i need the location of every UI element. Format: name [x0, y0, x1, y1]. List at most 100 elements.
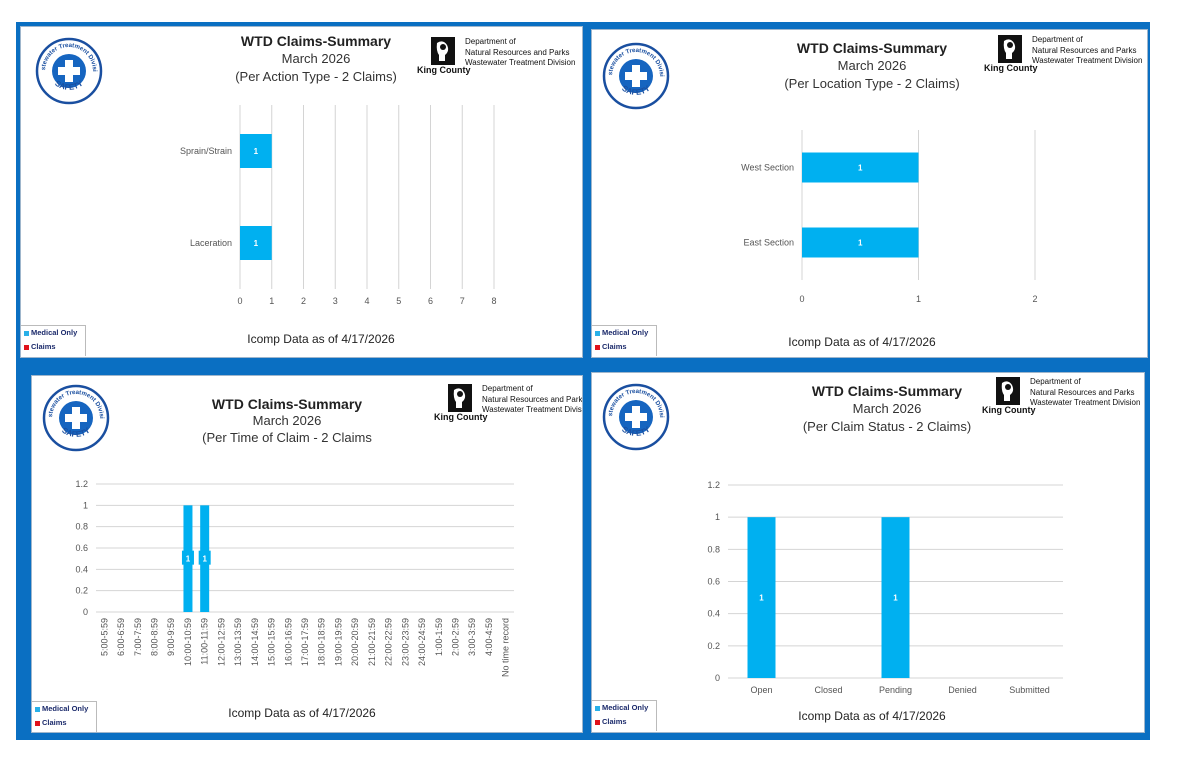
x-tick-label: 1 — [269, 296, 274, 306]
panel-breakdown: (Per Action Type - 2 Claims) — [235, 69, 397, 84]
y-tick-label: 0 — [715, 673, 720, 683]
data-as-of: Icomp Data as of 4/17/2026 — [788, 335, 936, 349]
category-label: 7:00-7:59 — [133, 618, 143, 656]
svg-text:SAFETY: SAFETY — [60, 425, 92, 439]
data-label: 1 — [858, 239, 863, 248]
king-county-logo-icon — [448, 384, 472, 412]
panel-title: WTD Claims-Summary — [240, 33, 392, 49]
legend-claims: Claims — [32, 716, 96, 730]
category-label: Open — [750, 685, 772, 695]
legend-claims: Claims — [21, 340, 85, 354]
category-label: 21:00-21:59 — [367, 618, 377, 666]
category-label: 8:00-8:59 — [150, 618, 160, 656]
safety-cross-icon: Wastewater Treatment DivisionSAFETY — [39, 379, 110, 452]
dept-line1: Department of — [482, 384, 533, 393]
panel-title: WTD Claims-Summary — [211, 396, 363, 412]
dept-line3: Wastewater Treatment Division — [482, 405, 583, 414]
safety-logo: Wastewater Treatment DivisionSAFETY — [32, 32, 103, 110]
safety-cross-icon: Wastewater Treatment DivisionSAFETY — [599, 378, 670, 451]
dept-line2: Natural Resources and Parks — [1032, 45, 1137, 55]
category-label: Denied — [948, 685, 977, 695]
legend-claims: Claims — [592, 340, 656, 354]
data-label: 1 — [202, 555, 207, 564]
dept-line3: Wastewater Treatment Division — [1030, 398, 1141, 407]
dept-line1: Department of — [465, 37, 516, 46]
bar — [802, 227, 919, 258]
x-tick-label: 6 — [428, 296, 433, 306]
category-label: Closed — [814, 685, 842, 695]
x-tick-label: 7 — [460, 296, 465, 306]
x-tick-label: 0 — [799, 294, 804, 304]
svg-text:SAFETY: SAFETY — [620, 83, 652, 97]
x-tick-label: 4 — [364, 296, 369, 306]
category-label: 23:00-23:59 — [400, 618, 410, 666]
bar — [881, 517, 910, 678]
x-tick-label: 3 — [333, 296, 338, 306]
x-tick-label: 8 — [491, 296, 496, 306]
legend-medical-only: Medical Only — [32, 702, 96, 716]
king-county-name: King County — [982, 405, 1036, 415]
category-label: 20:00-20:59 — [350, 618, 360, 666]
king-county-block: Department of Natural Resources and Parks… — [984, 35, 1147, 81]
category-label: 19:00-19:59 — [333, 618, 343, 666]
dept-line2: Natural Resources and Parks — [1030, 387, 1135, 397]
king-county-logo-icon — [998, 35, 1022, 63]
legend-medical-only: Medical Only — [592, 326, 656, 340]
category-label: 22:00-22:59 — [384, 618, 394, 666]
y-tick-label: 1 — [715, 512, 720, 522]
panel-location-type: Wastewater Treatment DivisionSAFETY WTD … — [591, 29, 1148, 358]
dept-line2: Natural Resources and Parks — [465, 47, 570, 57]
y-tick-label: 0.8 — [75, 522, 88, 532]
panel-action-type: Wastewater Treatment DivisionSAFETY WTD … — [20, 26, 583, 358]
category-label: 9:00-9:59 — [166, 618, 176, 656]
safety-cross-icon: Wastewater Treatment DivisionSAFETY — [599, 37, 670, 110]
y-tick-label: 0.6 — [75, 543, 88, 553]
category-label: 15:00-15:59 — [267, 618, 277, 666]
data-as-of: Icomp Data as of 4/17/2026 — [228, 706, 376, 720]
king-county-block: Department of Natural Resources and Parks… — [417, 37, 582, 83]
panel-month: March 2026 — [852, 401, 922, 416]
y-tick-label: 0.2 — [75, 586, 88, 596]
y-tick-label: 1.2 — [75, 479, 88, 489]
dept-line1: Department of — [1030, 377, 1081, 386]
svg-text:SAFETY: SAFETY — [53, 78, 85, 92]
category-label: 17:00-17:59 — [300, 618, 310, 666]
panel-month: March 2026 — [837, 58, 907, 73]
category-label: Submitted — [1009, 685, 1050, 695]
y-tick-label: 1 — [83, 500, 88, 510]
panel-month: March 2026 — [281, 51, 351, 66]
legend: Medical Only Claims — [592, 700, 657, 731]
legend-medical-only: Medical Only — [21, 326, 85, 340]
panel-title: WTD Claims-Summary — [796, 40, 948, 56]
panel-breakdown: (Per Time of Claim - 2 Claims — [202, 430, 372, 445]
category-label: West Section — [741, 163, 794, 173]
safety-logo: Wastewater Treatment DivisionSAFETY — [599, 37, 670, 115]
safety-logo: Wastewater Treatment DivisionSAFETY — [39, 379, 110, 457]
y-tick-label: 1.2 — [707, 480, 720, 490]
dept-line3: Wastewater Treatment Division — [1032, 56, 1143, 65]
legend: Medical Only Claims — [32, 701, 97, 732]
safety-logo: Wastewater Treatment DivisionSAFETY — [599, 378, 670, 456]
panel-breakdown: (Per Claim Status - 2 Claims) — [802, 419, 972, 434]
category-label: Laceration — [190, 238, 232, 248]
bar — [240, 226, 272, 260]
category-label: 13:00-13:59 — [233, 618, 243, 666]
legend-medical-only: Medical Only — [592, 701, 656, 715]
data-label-box — [198, 550, 211, 565]
safety-cross-icon: Wastewater Treatment DivisionSAFETY — [32, 32, 103, 105]
bar — [240, 134, 272, 168]
x-tick-label: 0 — [237, 296, 242, 306]
panel-time-of-claim: Wastewater Treatment DivisionSAFETY WTD … — [31, 375, 583, 733]
legend-claims: Claims — [592, 715, 656, 729]
svg-text:SAFETY: SAFETY — [620, 424, 652, 438]
dept-line1: Department of — [1032, 35, 1083, 44]
y-tick-label: 0.2 — [707, 641, 720, 651]
king-county-block: Department of Natural Resources and Parks… — [982, 377, 1144, 423]
chart-action-type: 0 1 2 3 4 5 6 7 8 Sprain/Strain 1 Laceration 1 — [180, 105, 497, 306]
category-label: 2:00-2:59 — [450, 618, 460, 656]
data-label: 1 — [186, 555, 191, 564]
y-tick-label: 0.6 — [707, 577, 720, 587]
category-label: 3:00-3:59 — [467, 618, 477, 656]
chart-location-type: 0 1 2 West Section 1 East Section 1 — [741, 130, 1038, 304]
x-tick-label: 5 — [396, 296, 401, 306]
